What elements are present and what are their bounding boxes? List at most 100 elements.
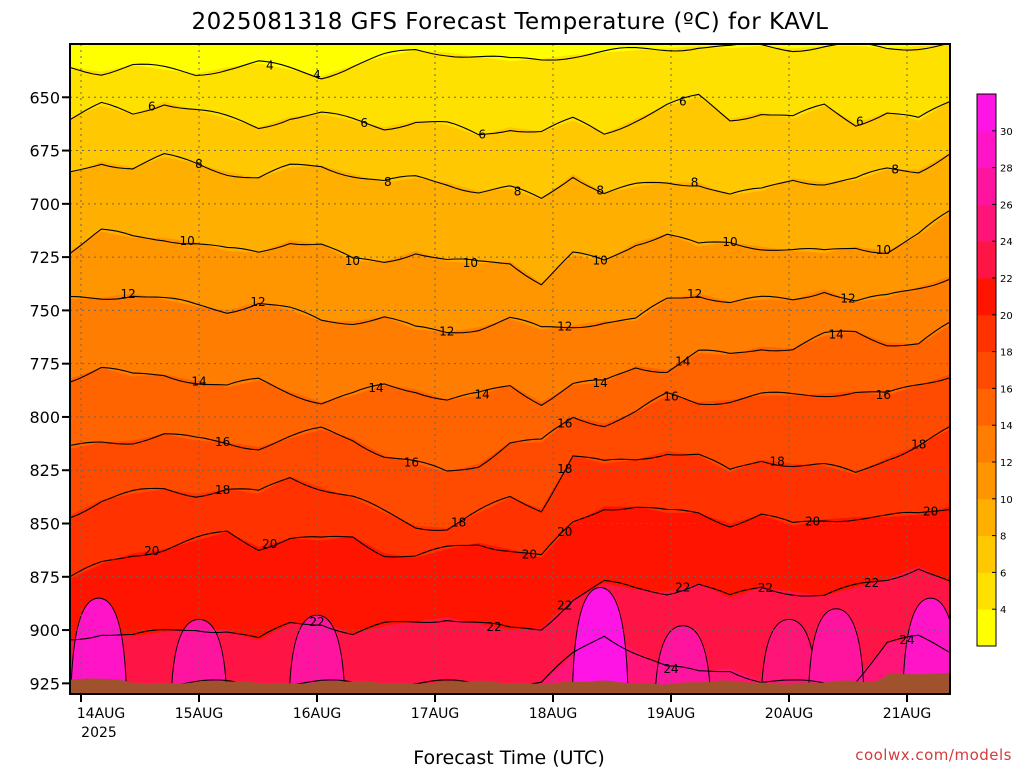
y-tick-label-850: 850 [29,515,60,534]
contour-label-16-0: 16 [215,435,230,449]
hot-cell-0 [70,597,127,694]
contour-label-12-0: 12 [121,287,136,301]
colorbar-label-22: 22 [1000,274,1013,285]
x-tick-label-21AUG: 21AUG [883,706,932,722]
y-tick-label-900: 900 [29,621,60,640]
contour-label-24-2: 24 [958,651,973,665]
y-tick-label-650: 650 [29,88,60,107]
colorbar-label-8: 8 [1000,532,1006,543]
contour-label-22-5: 22 [864,576,879,590]
colorbar-swatch-4 [977,462,996,500]
hot-cell-7 [902,597,950,694]
colorbar-swatch-7 [977,351,996,389]
contour-line-8 [70,153,950,200]
contour-label-14-0: 14 [191,374,206,388]
temperature-fill-layer [70,44,950,694]
colorbar-label-6: 6 [1000,568,1006,579]
colorbar-label-12: 12 [1000,458,1013,469]
contour-label-16-1: 16 [404,456,419,470]
chart-title: 2025081318 GFS Forecast Temperature (ºC)… [192,9,829,35]
contour-label-20-0: 20 [144,544,159,558]
terrain-ground [70,668,950,694]
contour-line-6 [70,93,950,136]
contour-label-8-5: 8 [891,163,899,177]
x-tick-label-17AUG: 17AUG [411,706,460,722]
contour-label-18-2: 18 [557,462,572,476]
x-tick-label-16AUG: 16AUG [293,706,342,722]
contour-label-8-3: 8 [596,184,604,198]
y-tick-label-875: 875 [29,568,60,587]
contour-label-8-4: 8 [691,176,699,190]
band-above-22 [70,566,950,694]
x-tick-label-19AUG: 19AUG [647,706,696,722]
contour-label-6-1: 6 [360,116,368,130]
plot-area: 4 4 6 6 6 6 6 8 8 8 8 8 8 10 10 10 10 10 10 12 12 12 12 12 12 14 1… [70,44,973,694]
contour-label-22-3: 22 [675,581,690,595]
y-tick-label-925: 925 [29,674,60,693]
contour-line-14 [70,321,950,407]
contour-line-layer [70,44,950,688]
colorbar-label-30: 30 [1000,127,1013,138]
contour-label-14-2: 14 [475,387,490,401]
x-axis: 14AUG 15AUG 16AUG 17AUG 18AUG 19AUG 20AUG 21AUG [77,694,932,722]
y-tick-label-825: 825 [29,461,60,480]
contour-label-4-0: 4 [266,59,274,73]
colorbar-swatch-0 [977,609,996,647]
contour-label-20-5: 20 [923,505,938,519]
band-above-24 [70,634,950,694]
contour-label-16-3: 16 [663,389,678,403]
contour-label-12-3: 12 [557,319,572,333]
contour-label-18-0: 18 [215,483,230,497]
contour-label-8-2: 8 [514,185,522,199]
grid-layer [70,44,950,694]
contour-label-8-1: 8 [384,175,392,189]
contour-label-6-0: 6 [148,100,156,114]
colorbar-swatch-2 [977,535,996,573]
colorbar-label-20: 20 [1000,311,1013,322]
x-tick-label-15AUG: 15AUG [175,706,224,722]
y-tick-label-725: 725 [29,248,60,267]
colorbar-swatch-8 [977,314,996,353]
colorbar-label-14: 14 [1000,421,1013,432]
contour-label-12-4: 12 [687,287,702,301]
contour-label-14-4: 14 [675,355,690,369]
contour-label-16-2: 16 [557,417,572,431]
contour-label-6-3: 6 [679,95,687,109]
colorbar-label-10: 10 [1000,495,1013,506]
contour-label-10-5: 10 [876,243,891,257]
contour-label-24-0: 24 [663,662,678,676]
colorbar-label-16: 16 [1000,384,1013,395]
contour-line-20 [70,506,950,578]
contour-label-6-2: 6 [478,128,486,142]
contour-label-14-1: 14 [368,381,383,395]
contour-line-22 [70,568,950,641]
colorbar-swatch-5 [977,425,996,463]
contour-label-layer: 4 4 6 6 6 6 6 8 8 8 8 8 8 10 10 10 10 10 10 12 12 12 12 12 12 14 1… [121,59,973,676]
y-tick-label-800: 800 [29,408,60,427]
contour-label-12-5: 12 [840,292,855,306]
colorbar-label-28: 28 [1000,164,1013,175]
colorbar: 4 6 8 10 12 14 16 18 20 22 24 26 28 30 [976,93,1013,647]
contour-label-20-3: 20 [557,525,572,539]
y-tick-label-775: 775 [29,355,60,374]
colorbar-swatch-1 [977,572,996,610]
x-tick-label-18AUG: 18AUG [529,706,578,722]
contour-label-22-6: 22 [958,585,973,599]
contour-label-12-1: 12 [250,295,265,309]
hot-cell-4 [654,625,711,694]
contour-label-14-3: 14 [593,376,608,390]
contour-label-22-0: 22 [309,615,324,629]
colorbar-swatch-10 [977,241,996,279]
colorbar-frame [976,93,997,647]
colorbar-label-18: 18 [1000,348,1013,359]
contour-label-12-2: 12 [439,325,454,339]
contour-label-10-1: 10 [345,254,360,268]
contour-label-22-4: 22 [758,581,773,595]
colorbar-swatch-12 [977,167,996,205]
contour-label-22-2: 22 [557,599,572,613]
y-tick-label-675: 675 [29,142,60,161]
contour-label-10-4: 10 [722,235,737,249]
x-axis-label: Forecast Time (UTC) [413,747,604,768]
colorbar-label-24: 24 [1000,237,1013,248]
